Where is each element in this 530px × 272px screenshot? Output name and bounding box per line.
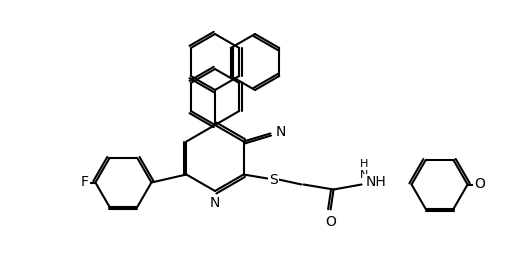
Text: N: N bbox=[210, 196, 220, 210]
Text: N: N bbox=[276, 125, 286, 140]
Text: H
N: H N bbox=[359, 159, 368, 181]
Text: O: O bbox=[474, 178, 485, 191]
Text: O: O bbox=[325, 215, 336, 230]
Text: S: S bbox=[269, 172, 278, 187]
Text: F: F bbox=[81, 175, 89, 190]
Text: NH: NH bbox=[366, 175, 386, 190]
